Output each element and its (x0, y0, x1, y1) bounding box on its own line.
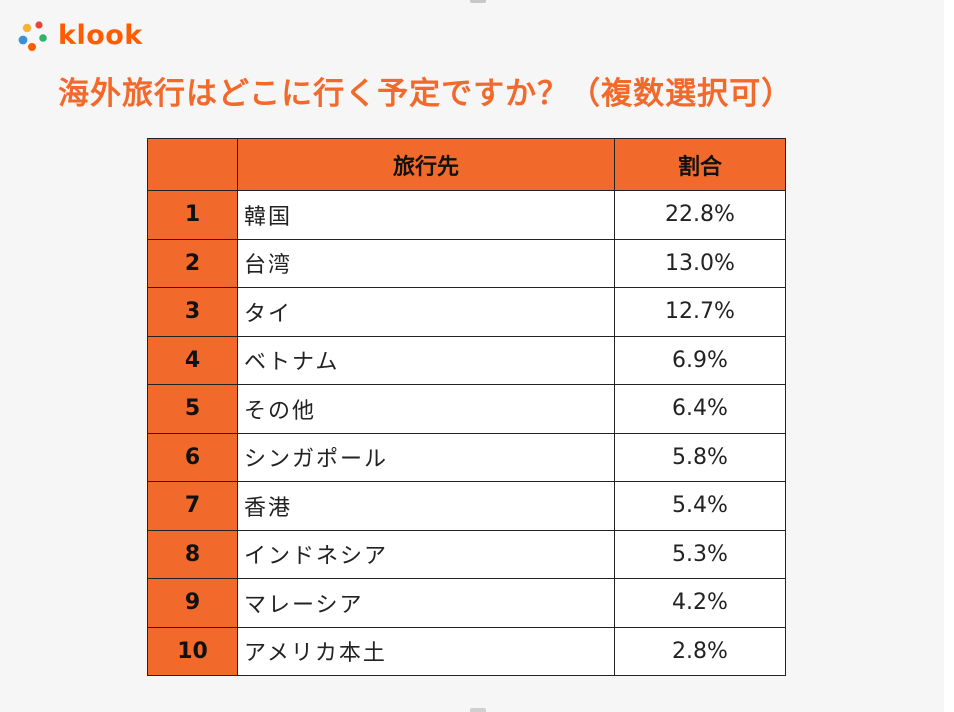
klook-logo: klook (16, 18, 143, 54)
destination-cell: インドネシア (237, 529, 615, 579)
share-cell: 6.4% (614, 384, 786, 434)
right-margin (944, 0, 954, 712)
brand-name: klook (58, 20, 143, 51)
destination-cell: シンガポール (237, 432, 615, 482)
table-row: 4 ベトナム 6.9% (147, 335, 786, 385)
destination-cell: ベトナム (237, 335, 615, 385)
header-share: 割合 (614, 138, 786, 191)
share-cell: 5.4% (614, 481, 786, 531)
share-cell: 4.2% (614, 578, 786, 628)
table-row: 2 台湾 13.0% (147, 238, 786, 288)
table-header-row: 旅行先 割合 (147, 138, 786, 191)
table-row: 7 香港 5.4% (147, 481, 786, 531)
table-row: 6 シンガポール 5.8% (147, 432, 786, 482)
klook-logo-icon (18, 21, 47, 51)
table-row: 10 アメリカ本土 2.8% (147, 626, 786, 676)
table-row: 5 その他 6.4% (147, 384, 786, 434)
table-row: 8 インドネシア 5.3% (147, 529, 786, 579)
share-cell: 12.7% (614, 287, 786, 337)
table-row: 1 韓国 22.8% (147, 190, 786, 240)
destination-cell: その他 (237, 384, 615, 434)
rank-cell: 5 (147, 384, 238, 434)
ranking-table: 旅行先 割合 1 韓国 22.8% 2 台湾 13.0% 3 タイ 12.7% … (147, 138, 786, 676)
table-row: 9 マレーシア 4.2% (147, 578, 786, 628)
rank-cell: 3 (147, 287, 238, 337)
share-cell: 6.9% (614, 335, 786, 385)
rank-cell: 6 (147, 432, 238, 482)
share-cell: 5.8% (614, 432, 786, 482)
destination-cell: マレーシア (237, 578, 615, 628)
destination-cell: タイ (237, 287, 615, 337)
rank-cell: 2 (147, 238, 238, 288)
rank-cell: 4 (147, 335, 238, 385)
page-title: 海外旅行はどこに行く予定ですか？（複数選択可） (58, 76, 794, 112)
header-destination: 旅行先 (237, 138, 615, 191)
top-resize-handle[interactable] (470, 0, 486, 3)
rank-cell: 9 (147, 578, 238, 628)
destination-cell: 台湾 (237, 238, 615, 288)
rank-cell: 10 (147, 626, 238, 676)
bottom-resize-handle[interactable] (470, 708, 486, 712)
rank-cell: 7 (147, 481, 238, 531)
rank-cell: 1 (147, 190, 238, 240)
destination-cell: 香港 (237, 481, 615, 531)
destination-cell: 韓国 (237, 190, 615, 240)
share-cell: 2.8% (614, 626, 786, 676)
share-cell: 13.0% (614, 238, 786, 288)
table-row: 3 タイ 12.7% (147, 287, 786, 337)
header-rank (147, 138, 238, 191)
rank-cell: 8 (147, 529, 238, 579)
destination-cell: アメリカ本土 (237, 626, 615, 676)
share-cell: 22.8% (614, 190, 786, 240)
share-cell: 5.3% (614, 529, 786, 579)
